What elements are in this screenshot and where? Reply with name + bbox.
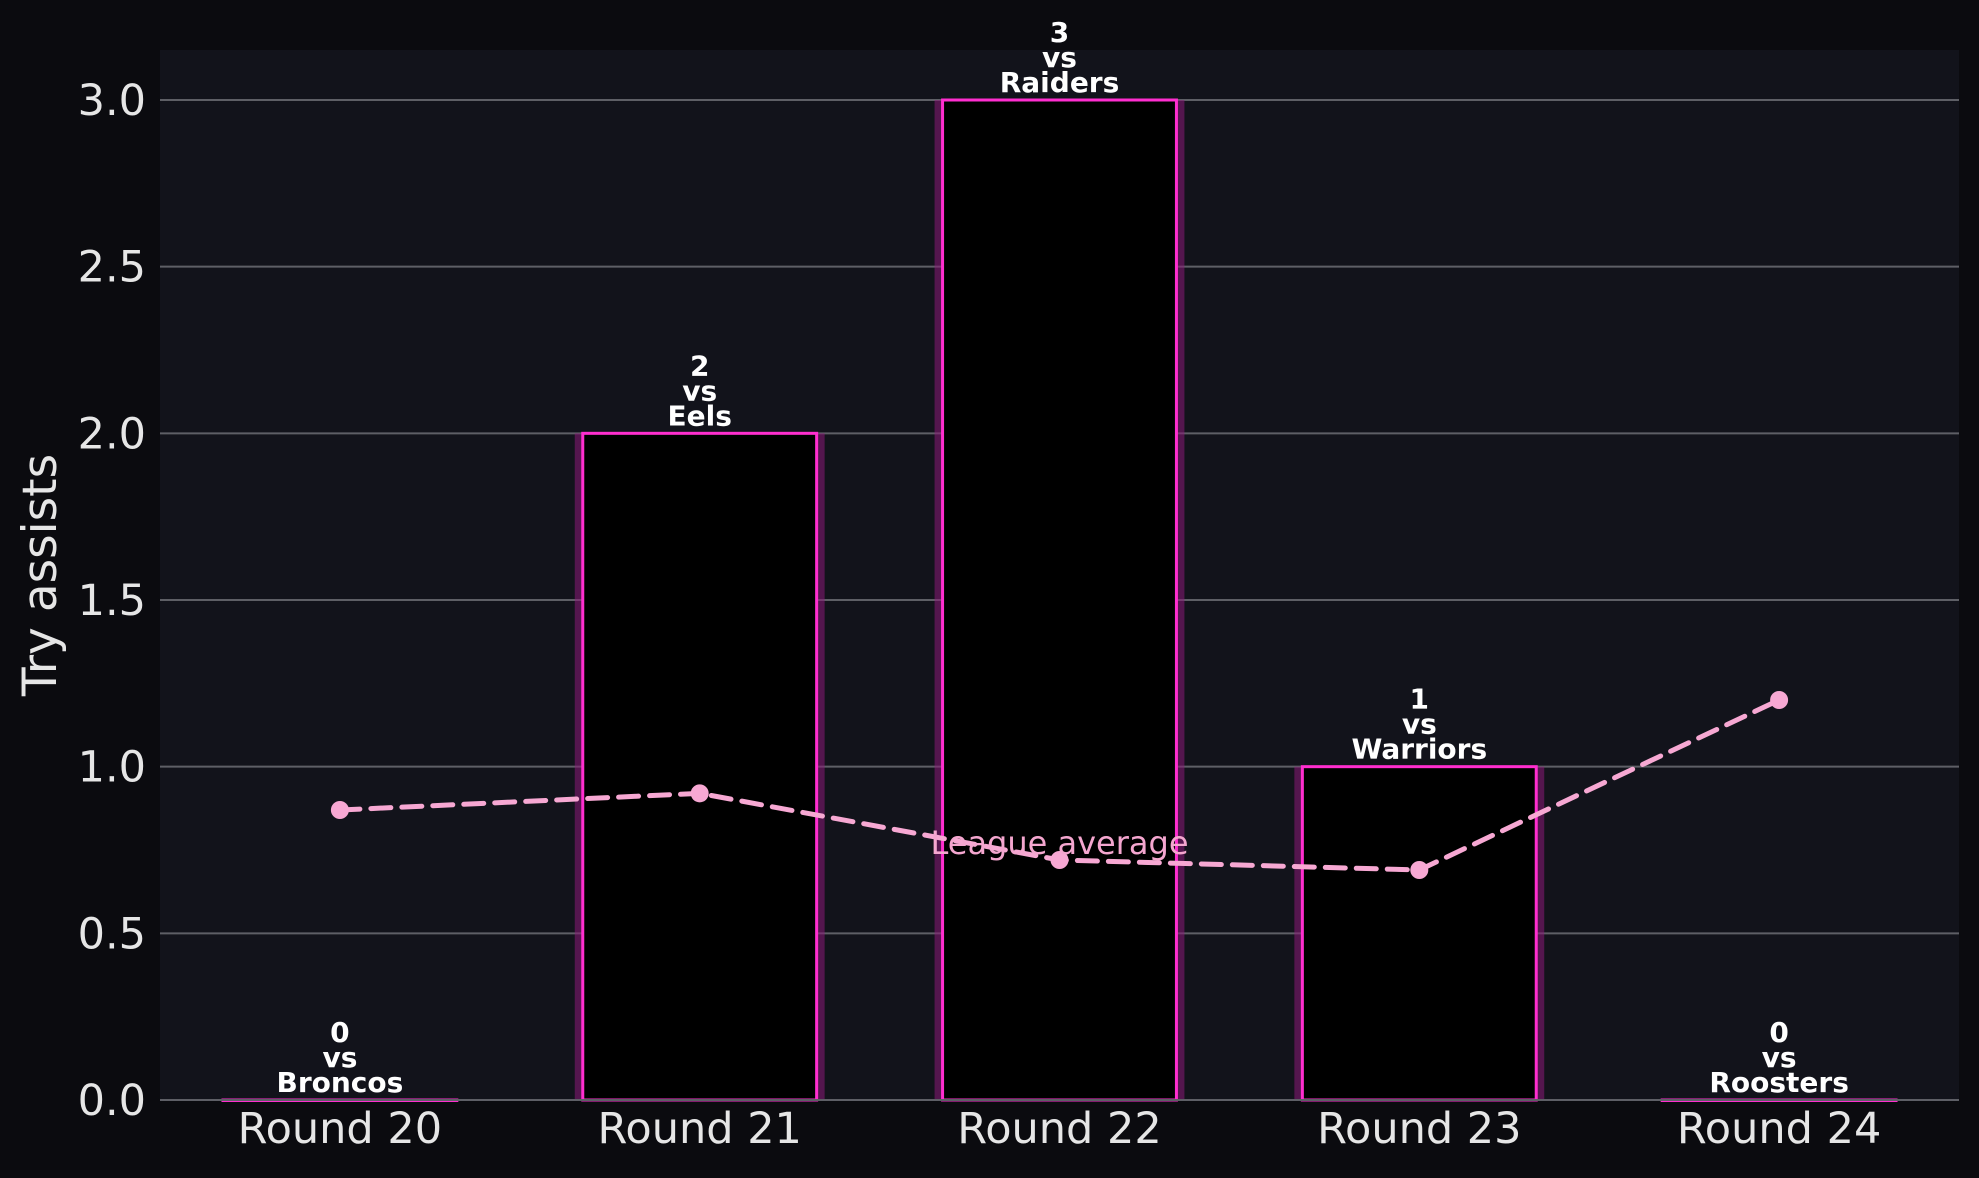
x-tick-label: Round 20: [238, 1104, 442, 1154]
league-average-point: [1050, 851, 1069, 869]
y-tick-label: 3.0: [78, 76, 146, 126]
league-average-point: [690, 784, 709, 803]
x-tick-label: Round 21: [597, 1104, 801, 1154]
bar-label: Raiders: [1000, 66, 1120, 99]
bar-label: 0: [1769, 1016, 1788, 1049]
bar-label: 1: [1410, 683, 1429, 716]
x-tick-label: Round 24: [1677, 1104, 1881, 1154]
bar-labels: 0vsBroncos2vsEels3vsRaiders1vsWarriors0v…: [276, 16, 1848, 1099]
bar-label: Warriors: [1351, 733, 1487, 766]
y-tick-label: 1.5: [78, 576, 146, 626]
bars: [221, 98, 1898, 1102]
bar: [941, 98, 1178, 1102]
bar: [581, 431, 819, 1102]
y-tick-label: 2.5: [78, 243, 146, 293]
y-axis-ticks: 0.0 0.5 1.0 1.5 2.0 2.5 3.0: [78, 76, 146, 1126]
bar-label: vs: [682, 374, 717, 407]
league-average-point: [1770, 691, 1789, 709]
bar-label: vs: [1402, 708, 1437, 741]
bar-label: Roosters: [1709, 1066, 1849, 1099]
y-tick-label: 2.0: [78, 409, 146, 459]
league-average-series: [330, 691, 1789, 879]
bar: [1300, 765, 1538, 1102]
bar-label: vs: [1762, 1041, 1797, 1074]
y-tick-label: 0.5: [78, 909, 146, 959]
league-average-point: [1410, 861, 1429, 879]
league-average-point: [330, 801, 349, 819]
league-average-annotation: League average: [930, 824, 1188, 862]
bar-label: vs: [322, 1041, 357, 1074]
x-axis-ticks: Round 20 Round 21 Round 22 Round 23 Round 24: [238, 1104, 1882, 1154]
bar-label: Broncos: [276, 1066, 403, 1099]
x-tick-label: Round 22: [957, 1104, 1161, 1154]
bar-label: 2: [690, 349, 709, 382]
bar-label: Eels: [668, 399, 732, 432]
y-tick-label: 1.0: [78, 743, 146, 793]
x-tick-label: Round 23: [1317, 1104, 1521, 1154]
bar-label: vs: [1042, 41, 1077, 74]
y-tick-label: 0.0: [78, 1076, 146, 1126]
y-axis-title: Try assists: [13, 454, 68, 697]
bar-label: 3: [1050, 16, 1069, 49]
bar-label: 0: [330, 1016, 349, 1049]
